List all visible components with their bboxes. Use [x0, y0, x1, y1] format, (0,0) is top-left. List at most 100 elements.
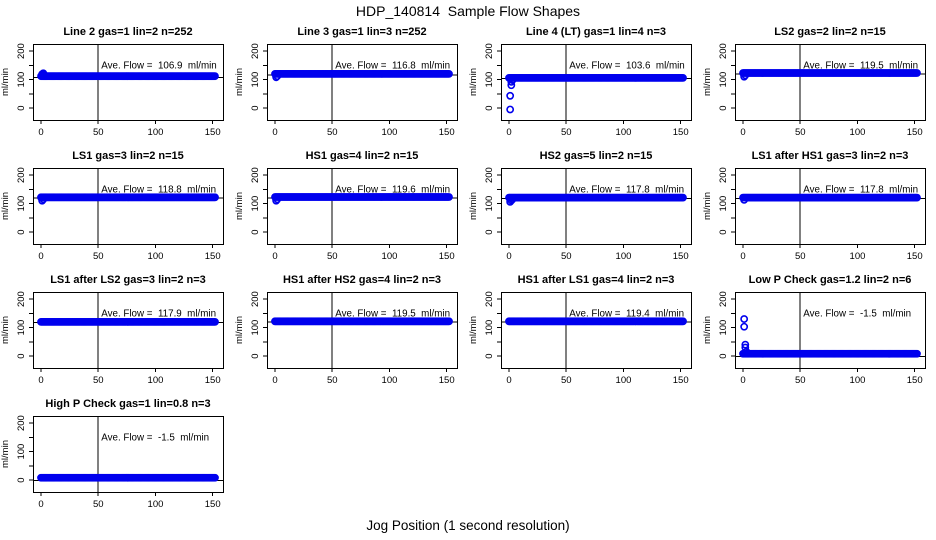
- data-points: [505, 317, 687, 326]
- ave-flow-annotation: Ave. Flow = -1.5 ml/min: [803, 308, 911, 319]
- y-axis-title: ml/min: [0, 440, 11, 468]
- y-axis-title: ml/min: [702, 316, 713, 344]
- x-tick-label: 100: [382, 127, 398, 138]
- data-points: [505, 193, 687, 206]
- subplot-canvas: LS1 after LS2 gas=3 lin=2 n=3 0 50 100 150 0 1…: [0, 274, 224, 386]
- subplot-2: Line 3 gas=1 lin=3 n=252 0 50 100 150 0 100 200…: [234, 22, 468, 146]
- plot-box: [267, 44, 458, 121]
- y-tick-label: 0: [718, 229, 729, 234]
- y-axis-title: ml/min: [468, 316, 479, 344]
- subplot-5: LS1 gas=3 lin=2 n=15 0 50 100 150 0 100 200 ml/m…: [0, 146, 234, 270]
- x-tick-label: 100: [850, 127, 866, 138]
- subplot-7: HS2 gas=5 lin=2 n=15 0 50 100 150 0 100 200 ml/m…: [468, 146, 702, 270]
- y-tick-label: 0: [718, 353, 729, 358]
- subplot-title: HS1 gas=4 lin=2 n=15: [306, 150, 419, 162]
- x-tick-label: 150: [907, 127, 923, 138]
- subplot-canvas: LS2 gas=2 lin=2 n=15 0 50 100 150 0 100 200 ml/m…: [702, 26, 926, 138]
- x-tick-label: 150: [907, 251, 923, 262]
- y-axis-title: ml/min: [468, 192, 479, 220]
- ave-flow-annotation: Ave. Flow = 117.9 ml/min: [101, 308, 216, 319]
- subplot-12: Low P Check gas=1.2 lin=2 n=6 0 50 100 150 0 1…: [702, 270, 936, 394]
- x-tick-label: 50: [561, 375, 572, 386]
- y-axis-title: ml/min: [234, 192, 245, 220]
- plot-box: [735, 44, 926, 121]
- x-tick-label: 50: [93, 499, 104, 510]
- subplot-1: Line 2 gas=1 lin=2 n=252 0 50 100 150 0 100 200…: [0, 22, 234, 146]
- y-tick-label: 100: [16, 72, 27, 88]
- subplot-title: LS1 gas=3 lin=2 n=15: [72, 150, 184, 162]
- data-points: [37, 193, 219, 205]
- plot-box: [501, 44, 692, 121]
- y-axis-title: ml/min: [0, 192, 11, 220]
- y-tick-label: 200: [250, 43, 261, 59]
- x-tick-label: 0: [506, 127, 511, 138]
- subplot-title: High P Check gas=1 lin=0.8 n=3: [45, 398, 210, 410]
- y-axis-title: ml/min: [234, 68, 245, 96]
- subplot-canvas: LS1 after HS1 gas=3 lin=2 n=3 0 50 100 150 0 1…: [702, 150, 926, 262]
- subplot-6: HS1 gas=4 lin=2 n=15 0 50 100 150 0 100 200 ml/m…: [234, 146, 468, 270]
- ave-flow-annotation: Ave. Flow = 116.8 ml/min: [335, 60, 450, 71]
- plot-box: [267, 168, 458, 245]
- subplot-11: HS1 after LS1 gas=4 lin=2 n=3 0 50 100 150 0 1…: [468, 270, 702, 394]
- y-axis-title: ml/min: [468, 68, 479, 96]
- subplot-10: HS1 after HS2 gas=4 lin=2 n=3 0 50 100 150 0 1…: [234, 270, 468, 394]
- x-tick-label: 0: [272, 375, 277, 386]
- subplot-title: Line 3 gas=1 lin=3 n=252: [297, 26, 426, 38]
- plot-box: [33, 292, 224, 369]
- plot-box: [33, 168, 224, 245]
- x-tick-label: 100: [616, 375, 632, 386]
- y-tick-label: 100: [484, 196, 495, 212]
- x-tick-label: 100: [616, 127, 632, 138]
- subplot-title: LS2 gas=2 lin=2 n=15: [774, 26, 886, 38]
- subplot-canvas: LS1 gas=3 lin=2 n=15 0 50 100 150 0 100 200 ml/m…: [0, 150, 224, 262]
- y-tick-label: 200: [16, 291, 27, 307]
- x-axis-label: Jog Position (1 second resolution): [366, 518, 570, 533]
- subplot-title: Line 2 gas=1 lin=2 n=252: [63, 26, 192, 38]
- plot-box: [33, 44, 224, 121]
- x-tick-label: 50: [795, 375, 806, 386]
- subplot-canvas: High P Check gas=1 lin=0.8 n=3 0 50 100 150 0…: [0, 398, 224, 510]
- subplot-8: LS1 after HS1 gas=3 lin=2 n=3 0 50 100 150 0 1…: [702, 146, 936, 270]
- data-points: [739, 193, 921, 204]
- subplot-title: Low P Check gas=1.2 lin=2 n=6: [749, 274, 912, 286]
- y-tick-label: 100: [16, 320, 27, 336]
- x-tick-label: 50: [93, 127, 104, 138]
- x-tick-label: 0: [38, 375, 43, 386]
- y-tick-label: 200: [16, 43, 27, 59]
- y-tick-label: 0: [718, 105, 729, 110]
- y-axis-title: ml/min: [234, 316, 245, 344]
- x-tick-label: 50: [93, 375, 104, 386]
- x-tick-label: 150: [439, 127, 455, 138]
- x-tick-label: 0: [272, 127, 277, 138]
- y-tick-label: 200: [16, 415, 27, 431]
- x-tick-label: 150: [673, 127, 689, 138]
- y-tick-label: 0: [16, 477, 27, 482]
- y-tick-label: 0: [484, 353, 495, 358]
- x-tick-label: 50: [795, 127, 806, 138]
- y-tick-label: 0: [484, 229, 495, 234]
- x-tick-label: 0: [38, 499, 43, 510]
- data-points: [37, 317, 219, 326]
- x-tick-label: 150: [907, 375, 923, 386]
- ave-flow-annotation: Ave. Flow = 119.5 ml/min: [335, 308, 450, 319]
- ave-flow-annotation: Ave. Flow = 119.6 ml/min: [335, 184, 450, 195]
- subplot-13: High P Check gas=1 lin=0.8 n=3 0 50 100 150 0…: [0, 394, 234, 518]
- y-tick-label: 200: [718, 167, 729, 183]
- x-tick-label: 150: [439, 251, 455, 262]
- y-tick-label: 100: [718, 320, 729, 336]
- y-tick-label: 200: [484, 167, 495, 183]
- y-tick-label: 100: [484, 320, 495, 336]
- y-tick-label: 100: [250, 196, 261, 212]
- y-axis-title: ml/min: [0, 316, 11, 344]
- x-tick-label: 0: [506, 251, 511, 262]
- y-tick-label: 100: [718, 196, 729, 212]
- data-points: [739, 69, 921, 81]
- y-axis-title: ml/min: [702, 68, 713, 96]
- y-tick-label: 100: [250, 320, 261, 336]
- data-points: [271, 193, 453, 205]
- x-tick-label: 150: [205, 251, 221, 262]
- subplot-4: LS2 gas=2 lin=2 n=15 0 50 100 150 0 100 200 ml/m…: [702, 22, 936, 146]
- subplot-canvas: HS1 after LS1 gas=4 lin=2 n=3 0 50 100 150 0 1…: [468, 274, 692, 386]
- x-tick-label: 0: [740, 375, 745, 386]
- x-tick-label: 0: [740, 251, 745, 262]
